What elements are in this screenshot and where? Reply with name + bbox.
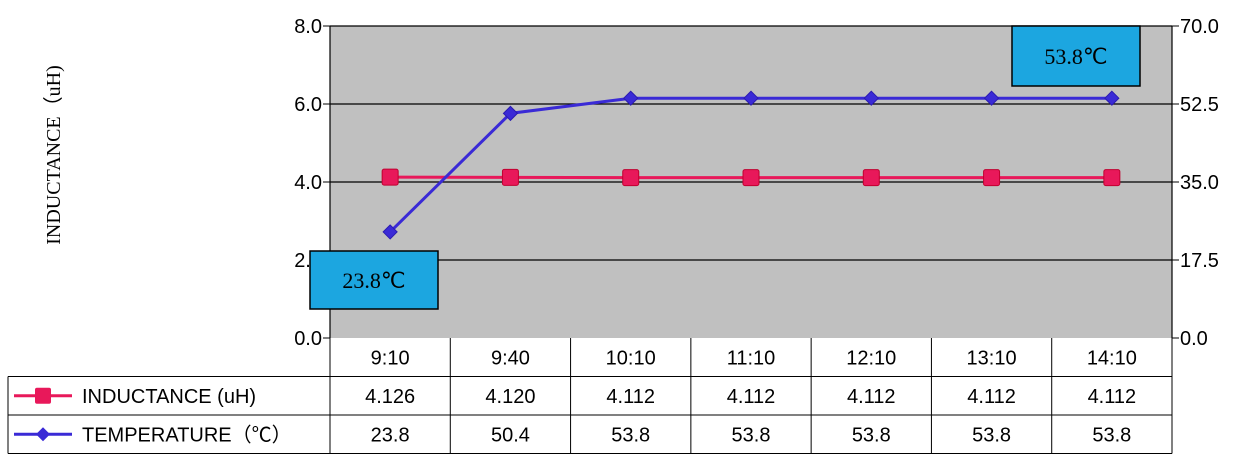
inductance-value-cell: 4.112 bbox=[967, 386, 1016, 408]
right-axis-tick-label: 70.0 bbox=[1180, 16, 1219, 38]
right-axis-tick-label: 52.5 bbox=[1180, 94, 1219, 116]
category-label: 12:10 bbox=[846, 347, 896, 369]
right-axis-tick-label: 35.0 bbox=[1180, 172, 1219, 194]
inductance-point bbox=[862, 169, 880, 187]
inductance-point bbox=[622, 169, 640, 187]
temperature-callout-label: 23.8℃ bbox=[342, 268, 405, 293]
right-axis-tick-label: 17.5 bbox=[1180, 250, 1219, 272]
temperature-value-cell: 50.4 bbox=[491, 424, 530, 446]
temperature-callout-box bbox=[1011, 25, 1141, 87]
temperature-point bbox=[863, 90, 879, 106]
inductance-value-cell: 4.112 bbox=[1088, 386, 1137, 408]
temperature-legend-label: TEMPERATURE（℃） bbox=[82, 423, 292, 446]
temperature-point bbox=[382, 224, 398, 240]
category-label: 11:10 bbox=[727, 347, 776, 369]
temperature-value-cell: 23.8 bbox=[371, 424, 410, 446]
inductance-point bbox=[983, 169, 1001, 187]
category-label: 9:10 bbox=[371, 347, 410, 369]
temperature-value-cell: 53.8 bbox=[1092, 424, 1131, 446]
temperature-legend-marker bbox=[36, 427, 50, 442]
left-axis-tick-label: 8.0 bbox=[294, 16, 322, 38]
inductance-legend-label: INDUCTANCE (uH) bbox=[82, 386, 256, 408]
temperature-point bbox=[983, 90, 1000, 106]
inductance-point bbox=[501, 168, 519, 186]
left-axis-tick-label: 0.0 bbox=[294, 328, 322, 350]
temperature-point bbox=[623, 90, 639, 106]
inductance-point bbox=[1103, 169, 1121, 187]
temperature-point bbox=[743, 90, 759, 106]
y-axis-label: INDUCTANCE（uH) bbox=[42, 65, 65, 245]
temperature-value-cell: 53.8 bbox=[972, 424, 1011, 446]
temperature-value-cell: 53.8 bbox=[852, 424, 891, 446]
inductance-value-cell: 4.126 bbox=[365, 386, 415, 408]
right-axis-tick-label: 0.0 bbox=[1180, 328, 1208, 350]
category-label: 10:10 bbox=[606, 347, 656, 369]
inductance-point bbox=[742, 169, 760, 187]
inductance-value-cell: 4.112 bbox=[847, 386, 896, 408]
category-label: 9:40 bbox=[491, 347, 530, 369]
category-label: 13:10 bbox=[967, 347, 1017, 369]
temperature-callout-box bbox=[309, 250, 439, 310]
left-axis-tick-label: 6.0 bbox=[294, 94, 322, 116]
inductance-point bbox=[381, 168, 399, 186]
temperature-callout-label: 53.8℃ bbox=[1044, 44, 1107, 69]
inductance-legend-marker bbox=[35, 387, 51, 404]
left-axis-tick-label: 4.0 bbox=[294, 172, 322, 194]
temperature-point bbox=[1104, 90, 1120, 106]
temperature-value-cell: 53.8 bbox=[732, 424, 771, 446]
temperature-point bbox=[502, 105, 519, 122]
inductance-value-cell: 4.120 bbox=[485, 386, 535, 408]
inductance-value-cell: 4.112 bbox=[727, 386, 776, 408]
category-label: 14:10 bbox=[1087, 347, 1137, 369]
inductance-value-cell: 4.112 bbox=[606, 386, 655, 408]
temperature-value-cell: 53.8 bbox=[611, 424, 650, 446]
